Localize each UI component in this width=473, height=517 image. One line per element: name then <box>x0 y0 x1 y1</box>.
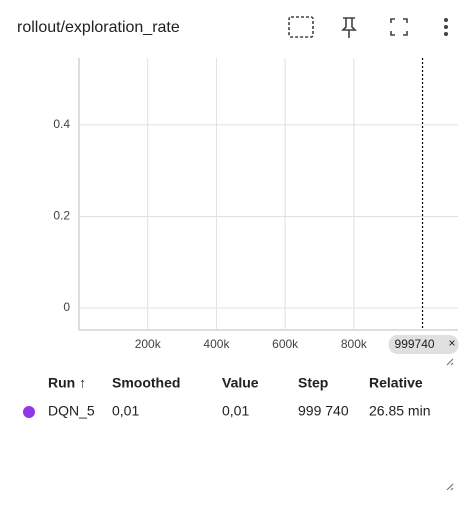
table-cell: 0,01 <box>222 403 249 419</box>
table-header: Value <box>222 375 259 391</box>
table-header: Step <box>298 375 328 391</box>
card-title: rollout/exploration_rate <box>17 19 180 36</box>
table-cell: 26.85 min <box>369 403 430 419</box>
y-tick-label: 0 <box>63 300 70 314</box>
run-color-dot <box>23 406 35 418</box>
x-tick-label: 600k <box>272 337 299 351</box>
pin-button[interactable] <box>341 17 357 38</box>
x-tick-label: 200k <box>135 337 162 351</box>
table-header: Relative <box>369 375 423 391</box>
toolbar[interactable] <box>288 16 448 38</box>
cursor-label-box <box>388 335 459 354</box>
fullscreen-button[interactable] <box>390 18 408 36</box>
y-tick-label: 0.4 <box>53 117 70 131</box>
x-tick-label: 400k <box>203 337 230 351</box>
cursor-label: 999740 <box>395 337 435 351</box>
table-cell: DQN_5 <box>48 403 95 419</box>
table-header: Smoothed <box>112 375 180 391</box>
table-header: Run ↑ <box>48 375 86 391</box>
y-tick-label: 0.2 <box>53 209 70 223</box>
menu-button[interactable] <box>444 18 448 36</box>
table-cell: 999 740 <box>298 403 349 419</box>
resize-handle[interactable] <box>446 483 454 491</box>
resize-handle[interactable] <box>446 358 454 366</box>
cursor-close: × <box>449 336 456 350</box>
table-cell: 0,01 <box>112 403 139 419</box>
x-tick-label: 800k <box>341 337 368 351</box>
plot <box>79 58 458 330</box>
fit-domain-button[interactable] <box>288 16 314 38</box>
